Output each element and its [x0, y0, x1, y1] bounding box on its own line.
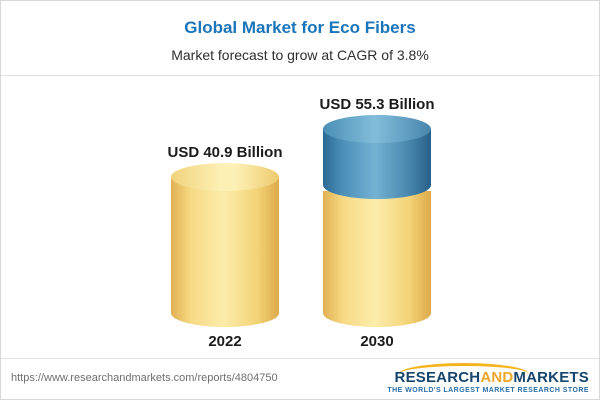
- bar-2022-cylinder: [171, 163, 279, 327]
- bar-2022-body: [171, 177, 279, 327]
- logo-tagline: THE WORLD'S LARGEST MARKET RESEARCH STOR…: [387, 387, 589, 394]
- logo-word-markets: MARKETS: [513, 369, 589, 386]
- logo-word-and: AND: [480, 369, 514, 386]
- axis-label-2030: 2030: [360, 333, 394, 350]
- chart-subtitle: Market forecast to grow at CAGR of 3.8%: [171, 47, 429, 63]
- logo-wordmark: RESEARCHANDMARKETS: [395, 369, 589, 386]
- bar-value-label-2022: USD 40.9 Billion: [167, 144, 283, 161]
- logo-swoosh-icon: [399, 363, 529, 374]
- report-url: https://www.researchandmarkets.com/repor…: [11, 372, 278, 384]
- chart-title: Global Market for Eco Fibers: [184, 18, 416, 37]
- axis-label-2022: 2022: [208, 333, 242, 350]
- bar-2030-cylinder: [323, 115, 431, 327]
- logo-word-research: RESEARCH: [394, 369, 481, 386]
- bar-2030-top-face: [323, 115, 431, 143]
- bar-2022-top-face: [171, 163, 279, 191]
- chart-header: Global Market for Eco Fibers Market fore…: [1, 1, 599, 76]
- bar-value-label-2030: USD 55.3 Billion: [319, 96, 435, 113]
- bar-2030-base-segment: [323, 191, 431, 327]
- figure-footer: https://www.researchandmarkets.com/repor…: [1, 358, 599, 399]
- researchandmarkets-logo: RESEARCHANDMARKETS THE WORLD'S LARGEST M…: [359, 363, 589, 397]
